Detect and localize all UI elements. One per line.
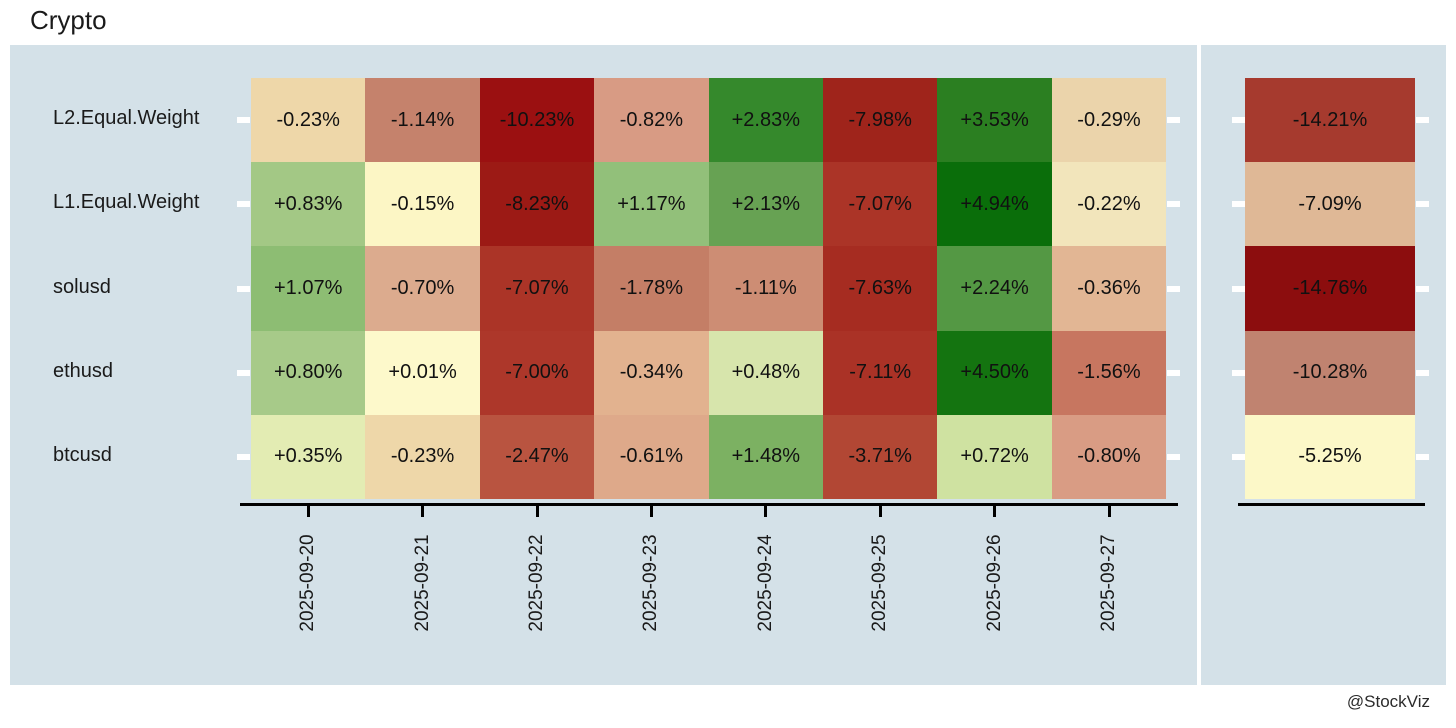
x-axis-date-label: 2025-09-23 bbox=[640, 534, 662, 632]
row-tick-mark bbox=[1167, 453, 1180, 460]
row-tick-mark bbox=[1416, 453, 1429, 460]
heatmap-cell: -8.23% bbox=[479, 162, 595, 247]
heatmap-cell: +1.48% bbox=[708, 414, 823, 499]
heatmap-cell: -0.61% bbox=[594, 414, 709, 499]
heatmap-cell: -0.23% bbox=[365, 414, 480, 499]
x-axis-date-label: 2025-09-20 bbox=[297, 534, 319, 632]
heatmap-cell: -0.23% bbox=[251, 78, 366, 163]
heatmap-cell: +2.83% bbox=[708, 78, 823, 163]
row-tick-mark bbox=[1167, 369, 1180, 376]
row-label: L1.Equal.Weight bbox=[53, 191, 200, 214]
x-axis-tick bbox=[993, 503, 997, 517]
heatmap-cell: -7.00% bbox=[479, 330, 595, 415]
row-tick-mark bbox=[237, 453, 250, 460]
row-tick-mark bbox=[1232, 285, 1245, 292]
row-label: solusd bbox=[53, 275, 111, 298]
row-tick-mark bbox=[1167, 117, 1180, 124]
heatmap-cell: -7.98% bbox=[823, 78, 938, 163]
cumulative-cell: -7.09% bbox=[1245, 162, 1415, 247]
heatmap-cell: -1.78% bbox=[594, 246, 709, 331]
heatmap-cell: +1.17% bbox=[594, 162, 709, 247]
row-tick-mark bbox=[237, 201, 250, 208]
row-tick-mark bbox=[237, 117, 250, 124]
row-tick-mark bbox=[237, 285, 250, 292]
heatmap-cell: -0.29% bbox=[1051, 78, 1167, 163]
heatmap-cell: +0.35% bbox=[251, 414, 366, 499]
row-tick-mark bbox=[237, 369, 250, 376]
heatmap-cell: -7.07% bbox=[823, 162, 938, 247]
cumulative-cell: -14.21% bbox=[1245, 78, 1415, 163]
heatmap-cell: +0.01% bbox=[365, 330, 480, 415]
heatmap-cell: -1.56% bbox=[1051, 330, 1167, 415]
heatmap-cell: -0.70% bbox=[365, 246, 480, 331]
cumulative-cell: -10.28% bbox=[1245, 330, 1415, 415]
x-axis-date-label: 2025-09-27 bbox=[1098, 534, 1119, 632]
heatmap-cell: +0.83% bbox=[251, 162, 366, 247]
row-label: ethusd bbox=[53, 359, 114, 382]
heatmap-cell: -0.82% bbox=[594, 78, 709, 163]
heatmap-cell: -0.22% bbox=[1051, 162, 1167, 247]
x-axis-tick bbox=[535, 503, 539, 517]
cumulative-cell: -14.76% bbox=[1245, 246, 1415, 331]
page-title: Crypto bbox=[30, 5, 107, 35]
x-axis-date-label: 2025-09-24 bbox=[754, 534, 776, 632]
heatmap-cell: -7.11% bbox=[823, 330, 938, 415]
row-tick-mark bbox=[1416, 369, 1429, 376]
heatmap-cell: -1.14% bbox=[365, 78, 480, 163]
heatmap-cell: -10.23% bbox=[479, 78, 595, 163]
heatmap-cell: +2.13% bbox=[708, 162, 823, 247]
heatmap-cell: +2.24% bbox=[937, 246, 1052, 331]
x-axis-date-label: 2025-09-25 bbox=[869, 534, 891, 632]
watermark-text: @StockViz bbox=[1346, 692, 1430, 711]
row-label: btcusd bbox=[53, 443, 112, 466]
main-x-axis-line bbox=[240, 503, 1178, 506]
heatmap-cell: -0.36% bbox=[1051, 246, 1167, 331]
row-tick-mark bbox=[1416, 285, 1429, 292]
heatmap-cell: +1.07% bbox=[251, 246, 366, 331]
row-tick-mark bbox=[1232, 117, 1245, 124]
cumulative-cell: -5.25% bbox=[1245, 414, 1415, 499]
row-tick-mark bbox=[1232, 369, 1245, 376]
heatmap-cell: -7.63% bbox=[823, 246, 938, 331]
x-axis-tick bbox=[306, 503, 310, 517]
row-tick-mark bbox=[1232, 453, 1245, 460]
x-axis-date-label: 2025-09-21 bbox=[411, 534, 433, 632]
heatmap-cell: -0.15% bbox=[365, 162, 480, 247]
heatmap-cell: -3.71% bbox=[823, 414, 938, 499]
heatmap-cell: +0.72% bbox=[937, 414, 1052, 499]
x-axis-tick bbox=[421, 503, 425, 517]
cumulative-x-axis-line bbox=[1238, 503, 1425, 506]
row-tick-mark bbox=[1167, 201, 1180, 208]
x-axis-tick bbox=[764, 503, 768, 517]
row-tick-mark bbox=[1232, 201, 1245, 208]
heatmap-cell: +0.80% bbox=[251, 330, 366, 415]
heatmap-cell: +3.53% bbox=[937, 78, 1052, 163]
heatmap-cell: +0.48% bbox=[708, 330, 823, 415]
x-axis-date-label: 2025-09-26 bbox=[983, 534, 1005, 632]
x-axis-tick bbox=[649, 503, 653, 517]
row-tick-mark bbox=[1416, 201, 1429, 208]
heatmap-cell: +4.50% bbox=[937, 330, 1052, 415]
x-axis-tick bbox=[1107, 503, 1111, 517]
row-tick-mark bbox=[1416, 117, 1429, 124]
heatmap-cell: -1.11% bbox=[708, 246, 823, 331]
heatmap-cell: -0.80% bbox=[1051, 414, 1167, 499]
row-label: L2.Equal.Weight bbox=[53, 107, 200, 130]
row-tick-mark bbox=[1167, 285, 1180, 292]
heatmap-cell: +4.94% bbox=[937, 162, 1052, 247]
heatmap-cell: -2.47% bbox=[479, 414, 595, 499]
heatmap-cell: -0.34% bbox=[594, 330, 709, 415]
x-axis-tick bbox=[878, 503, 882, 517]
heatmap-cell: -7.07% bbox=[479, 246, 595, 331]
x-axis-date-label: 2025-09-22 bbox=[526, 534, 547, 632]
